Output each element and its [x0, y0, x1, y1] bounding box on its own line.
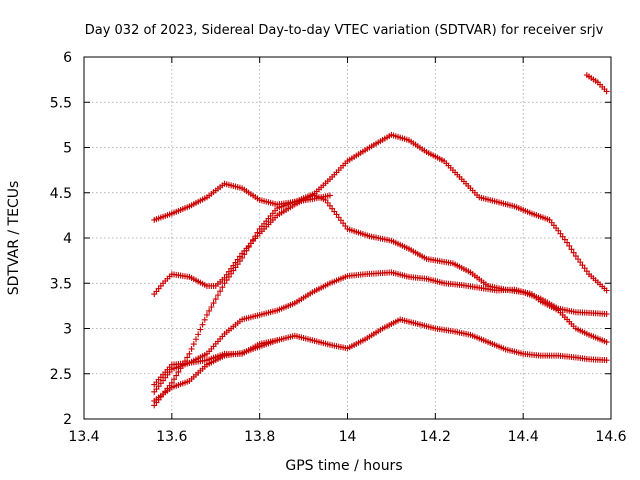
data-point: [208, 304, 215, 311]
data-point: [230, 267, 237, 274]
data-point: [603, 311, 610, 318]
data-point: [197, 326, 204, 333]
data-point: [217, 288, 224, 295]
data-point: [566, 242, 573, 249]
data-point: [575, 256, 582, 263]
data-point: [195, 331, 202, 338]
data-point: [603, 339, 610, 346]
data-point: [250, 236, 257, 243]
y-tick-labels: 2 2.5 3 3.5 4 4.5 5 5.5 6: [50, 50, 72, 428]
x-axis-label: GPS time / hours: [285, 458, 402, 474]
y-tick-label: 3: [63, 322, 72, 338]
data-point: [247, 240, 254, 247]
data-point: [568, 246, 575, 253]
data-point: [603, 88, 610, 95]
data-point: [252, 233, 259, 240]
data-point: [175, 368, 182, 375]
data-point: [225, 273, 232, 280]
data-point: [583, 268, 590, 275]
data-point: [577, 259, 584, 266]
x-tick-labels: 13.4 13.6 13.8 14 14.2 14.4 14.6: [68, 429, 626, 445]
series-4: [151, 269, 610, 395]
data-point: [206, 307, 213, 314]
data-point: [188, 345, 195, 352]
grid: [84, 57, 611, 419]
x-tick-label: 14.4: [508, 429, 539, 445]
data-point: [186, 350, 193, 357]
data-point: [201, 316, 208, 323]
data-point: [190, 341, 197, 348]
data-point: [326, 192, 333, 199]
y-tick-label: 5: [63, 141, 72, 157]
y-tick-label: 4: [63, 231, 72, 247]
data-point: [171, 376, 178, 383]
series-5: [151, 316, 610, 404]
data-point: [212, 296, 219, 303]
x-tick-label: 13.8: [244, 429, 275, 445]
data-point: [232, 264, 239, 271]
data-marks: [151, 72, 610, 409]
x-tick-label: 13.4: [68, 429, 99, 445]
y-tick-label: 6: [63, 50, 72, 66]
data-point: [254, 229, 261, 236]
y-tick-label: 3.5: [50, 276, 72, 292]
data-point: [199, 321, 206, 328]
data-point: [581, 265, 588, 272]
data-point: [579, 262, 586, 269]
data-point: [572, 253, 579, 260]
data-point: [241, 251, 248, 258]
series-7: [583, 72, 610, 95]
data-point: [223, 277, 230, 284]
data-point: [184, 354, 191, 361]
series-1: [151, 180, 610, 318]
x-tick-label: 13.6: [156, 429, 187, 445]
x-tick-label: 14.6: [595, 429, 626, 445]
data-point: [203, 311, 210, 318]
y-tick-label: 4.5: [50, 186, 72, 202]
y-tick-label: 2: [63, 412, 72, 428]
y-axis-label: SDTVAR / TECUs: [6, 181, 22, 296]
data-point: [173, 372, 180, 379]
data-point: [564, 239, 571, 246]
data-point: [210, 300, 217, 307]
x-tick-label: 14.2: [420, 429, 451, 445]
series-2: [151, 131, 610, 298]
data-point: [239, 254, 246, 261]
data-point: [234, 261, 241, 268]
data-point: [603, 357, 610, 364]
data-point: [219, 284, 226, 291]
data-point: [228, 270, 235, 277]
data-point: [192, 336, 199, 343]
data-point: [221, 280, 228, 287]
axis-ticks: [83, 56, 612, 420]
data-point: [274, 337, 281, 344]
y-tick-label: 2.5: [50, 367, 72, 383]
series-3: [151, 192, 333, 409]
data-point: [245, 244, 252, 251]
data-point: [236, 258, 243, 265]
chart-title: Day 032 of 2023, Sidereal Day-to-day VTE…: [85, 23, 604, 38]
series-6: [151, 337, 281, 388]
data-point: [603, 287, 610, 294]
data-point: [570, 249, 577, 256]
data-point: [243, 247, 250, 254]
data-point: [214, 292, 221, 299]
y-tick-label: 5.5: [50, 95, 72, 111]
x-tick-label: 14: [339, 429, 357, 445]
